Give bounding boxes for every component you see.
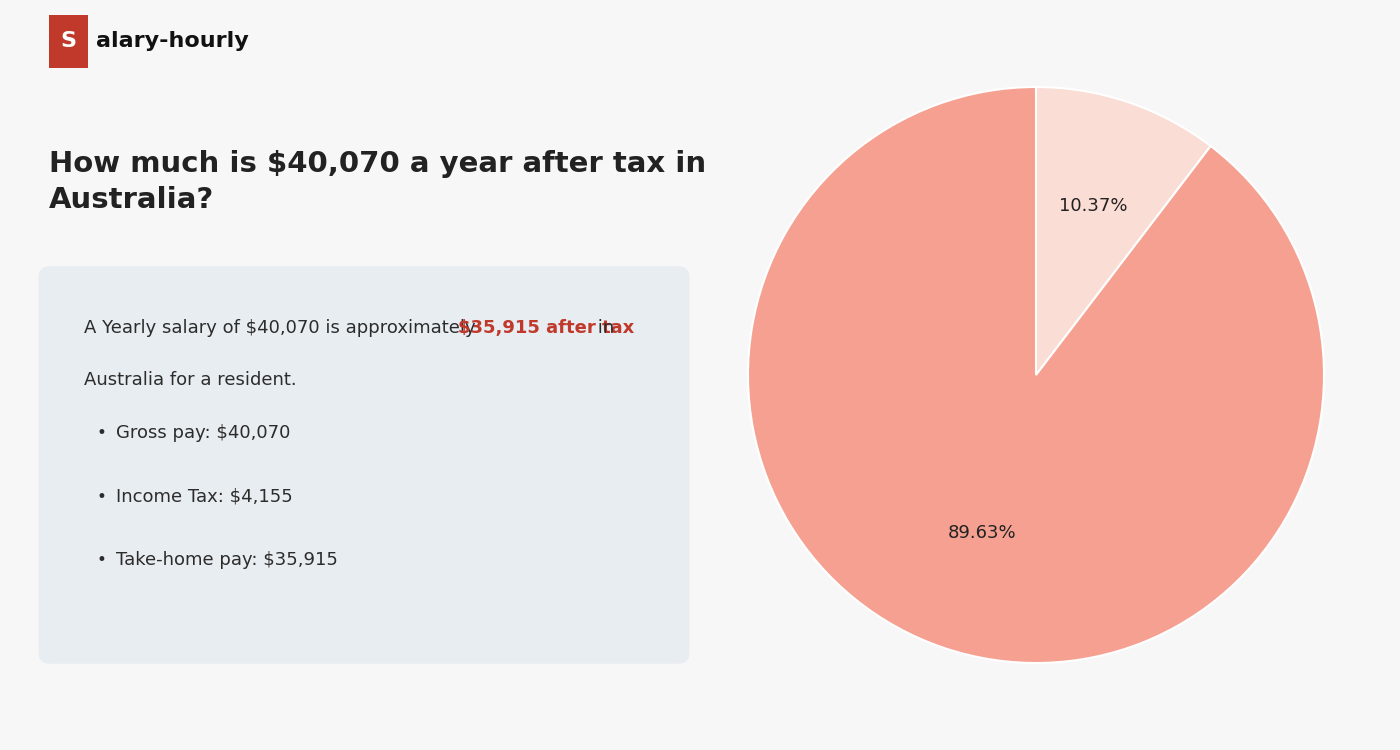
Text: Take-home pay: $35,915: Take-home pay: $35,915 bbox=[115, 551, 337, 569]
Text: How much is $40,070 a year after tax in
Australia?: How much is $40,070 a year after tax in … bbox=[49, 150, 706, 214]
Text: 89.63%: 89.63% bbox=[948, 524, 1016, 542]
Text: Income Tax: $4,155: Income Tax: $4,155 bbox=[115, 488, 293, 506]
Wedge shape bbox=[1036, 87, 1211, 375]
Text: •: • bbox=[97, 488, 106, 506]
Text: $35,915 after tax: $35,915 after tax bbox=[459, 319, 634, 337]
Text: S: S bbox=[60, 32, 76, 51]
Text: A Yearly salary of $40,070 is approximately: A Yearly salary of $40,070 is approximat… bbox=[84, 319, 482, 337]
FancyBboxPatch shape bbox=[49, 15, 87, 68]
Text: •: • bbox=[97, 551, 106, 569]
Text: Gross pay: $40,070: Gross pay: $40,070 bbox=[115, 424, 290, 442]
Text: in: in bbox=[591, 319, 613, 337]
Wedge shape bbox=[748, 87, 1324, 663]
Text: 10.37%: 10.37% bbox=[1058, 196, 1127, 214]
Text: Australia for a resident.: Australia for a resident. bbox=[84, 371, 297, 389]
Text: •: • bbox=[97, 424, 106, 442]
FancyBboxPatch shape bbox=[39, 266, 690, 664]
Text: alary-hourly: alary-hourly bbox=[95, 32, 249, 51]
